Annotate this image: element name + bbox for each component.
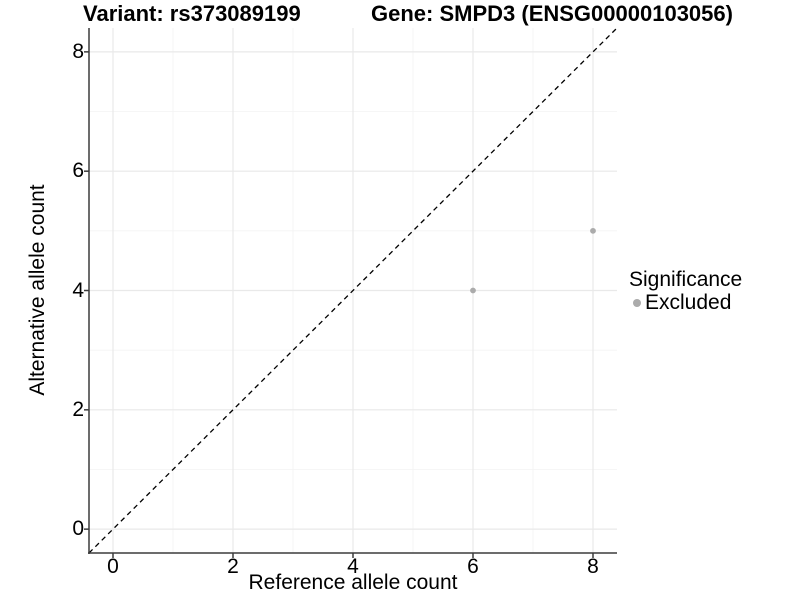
plot-title-variant: Variant: rs373089199 [83, 1, 301, 26]
y-tick-label: 0 [72, 517, 84, 541]
legend-title: Significance [629, 268, 743, 291]
y-tick-label: 4 [72, 278, 84, 302]
legend-point-icon [633, 298, 641, 307]
y-tick-label: 2 [72, 397, 84, 421]
y-axis-title: Alternative allele count [26, 184, 49, 396]
x-tick-label: 0 [107, 555, 119, 578]
legend: Significance Excluded [629, 268, 743, 314]
x-tick-label: 8 [587, 555, 599, 578]
legend-item-excluded: Excluded [633, 291, 742, 314]
identity-dashed-line [88, 27, 618, 554]
plot-title-gene: Gene: SMPD3 (ENSG00000103056) [371, 1, 733, 26]
legend-item-label: Excluded [645, 291, 732, 314]
y-tick-label: 6 [72, 159, 84, 183]
data-point [470, 287, 476, 294]
y-tick-label: 8 [72, 39, 84, 63]
x-tick-label: 4 [347, 555, 359, 578]
data-point [590, 227, 596, 234]
x-tick-label: 2 [227, 555, 239, 578]
x-tick-label: 6 [467, 555, 479, 578]
x-axis-title: Reference allele count [248, 571, 458, 594]
